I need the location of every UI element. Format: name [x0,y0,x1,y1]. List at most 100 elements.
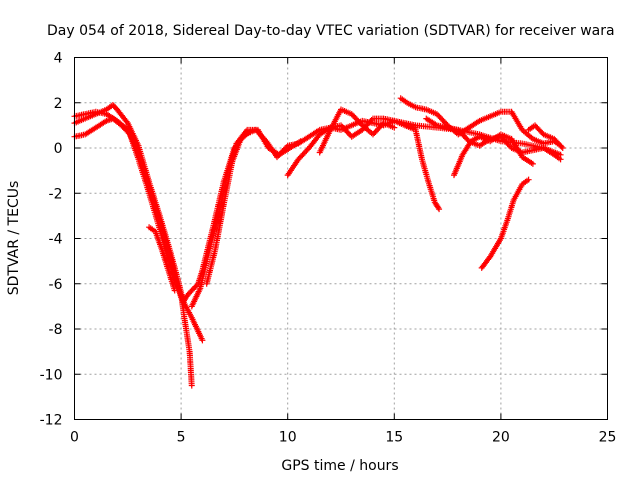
data-point-run [412,126,425,161]
data-point-run [295,146,311,163]
data-point-run [519,177,530,188]
data-point-run [497,131,513,142]
grid-lines [74,57,608,420]
data-point-run [551,151,562,162]
data-point-run [510,183,525,203]
data-point-run [419,156,431,184]
data-point-run [508,135,525,159]
y-tick-label: -4 [49,232,63,248]
x-tick-label: 25 [599,430,617,446]
data-point-run [146,183,163,222]
data-point-run [203,248,218,287]
data-point-run [220,160,235,208]
data-point-run [519,154,535,166]
data-point-run [497,219,510,242]
data-point [199,337,206,344]
data-point-run [476,133,492,144]
data-point [436,206,443,213]
data-point-run [152,228,165,251]
y-tick-label: 4 [54,51,63,67]
data-point-run [487,237,503,260]
data-point-run [338,106,353,117]
series-track-10 [402,122,443,213]
data-point-run [423,115,439,128]
data-point-run [237,130,251,142]
data-point-run [532,122,546,137]
data-point-run [284,157,301,179]
data-point-run [412,122,438,131]
x-tick-label: 0 [70,430,79,446]
y-tick-label: -12 [40,413,63,429]
data-point-run [114,117,130,132]
y-tick-label: -2 [49,186,63,202]
series-track-8 [316,106,398,156]
data-point-run [109,102,120,112]
data-point-run [124,120,141,147]
data-point-run [423,106,439,117]
data-point-run [433,111,450,127]
series-track-4 [146,224,178,294]
data-point-run [380,120,396,130]
data-point-run [487,132,503,145]
series-track-12 [451,131,536,179]
data-point-run [551,135,565,150]
data-point-run [114,106,130,125]
series-track-3 [71,108,206,344]
data-point [559,145,566,151]
data-point-run [504,198,517,224]
data-point [525,176,532,183]
data-point-run [519,126,535,141]
data-point-run [205,210,222,256]
data-point-run [265,145,281,157]
data-point-run [178,294,194,319]
data-point-run [135,156,152,195]
axis-ticks [74,57,608,420]
data-point-run [212,203,227,253]
data-point-run [156,217,173,258]
data-point-run [540,131,556,142]
x-tick-label: 20 [492,430,510,446]
data-point-run [306,132,322,151]
data-point-run [402,122,417,133]
data-point-run [82,125,98,138]
data-point-run [184,282,200,299]
data-point-run [186,348,195,387]
data-point-run [404,99,417,110]
data-point [246,129,253,136]
data-point [557,156,564,163]
y-tick-label: -10 [40,367,63,383]
data-point-run [197,251,212,292]
x-tick-label: 5 [177,430,186,446]
data-point-run [465,118,482,131]
data-points [71,95,566,389]
y-tick-label: -8 [49,322,63,338]
data-point-run [188,286,203,310]
y-tick-label: 2 [54,96,63,112]
data-point-run [158,246,171,272]
data-point-run [529,135,545,146]
x-axis-label: GPS time / hours [281,458,398,474]
data-point-run [540,145,556,157]
data-point-run [316,128,333,156]
data-point-run [397,95,409,105]
data-point-run [216,169,231,215]
data-point-run [165,267,178,292]
data-point-run [468,134,481,145]
data-point-run [370,121,386,138]
chart-title: Day 054 of 2018, Sidereal Day-to-day VTE… [47,23,615,39]
data-point-run [254,126,271,150]
data-point-run [124,126,141,154]
data-point-run [487,109,503,120]
series-track-13 [525,122,566,151]
series-track-6 [203,129,253,287]
data-point-run [478,255,493,271]
x-tick-label: 15 [385,430,403,446]
y-tick-label: -6 [49,277,63,293]
data-point-run [276,146,292,158]
data-point-run [348,111,364,127]
data-point-run [92,118,108,131]
data-point [391,124,398,131]
series-track-14 [478,176,532,271]
data-point-run [188,314,205,342]
